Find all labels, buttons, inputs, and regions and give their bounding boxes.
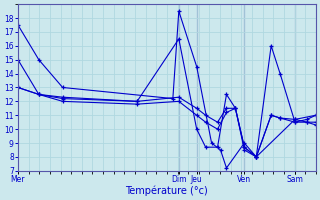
X-axis label: Température (°c): Température (°c) xyxy=(125,185,208,196)
